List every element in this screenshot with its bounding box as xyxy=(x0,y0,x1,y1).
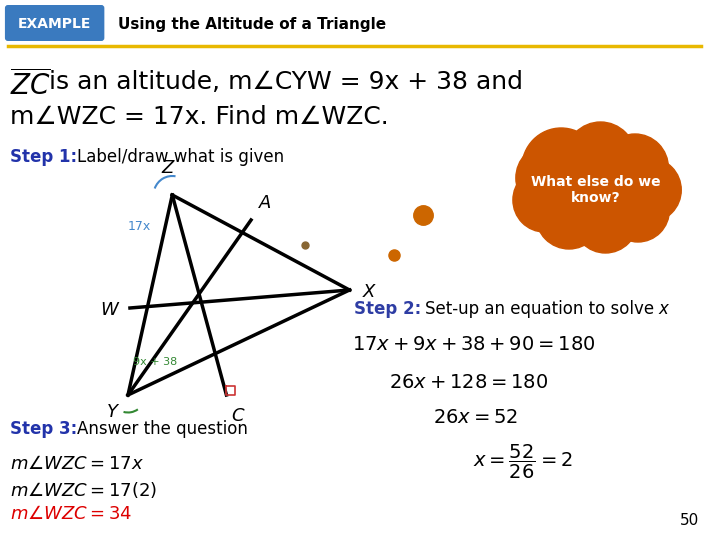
Circle shape xyxy=(516,144,582,212)
Text: $\overline{ZC}$: $\overline{ZC}$ xyxy=(10,70,51,102)
Text: $x$: $x$ xyxy=(657,300,670,318)
Text: W: W xyxy=(100,301,118,319)
Text: EXAMPLE: EXAMPLE xyxy=(17,17,91,31)
Text: Answer the question: Answer the question xyxy=(77,420,248,438)
Circle shape xyxy=(536,181,603,249)
Text: Step 2:: Step 2: xyxy=(354,300,422,318)
Text: A: A xyxy=(259,194,271,212)
Text: Step 3:: Step 3: xyxy=(10,420,77,438)
Text: C: C xyxy=(231,407,244,425)
Text: 50: 50 xyxy=(680,513,699,528)
Text: $x = \dfrac{52}{26} = 2$: $x = \dfrac{52}{26} = 2$ xyxy=(472,443,572,481)
Text: Z: Z xyxy=(161,159,174,177)
Text: 9x + 38: 9x + 38 xyxy=(133,357,177,367)
Circle shape xyxy=(601,134,668,202)
Text: $26x + 128 = 180$: $26x + 128 = 180$ xyxy=(389,373,548,392)
Circle shape xyxy=(522,128,600,208)
Circle shape xyxy=(513,168,576,232)
Text: is an altitude, m∠CYW = 9x + 38 and: is an altitude, m∠CYW = 9x + 38 and xyxy=(49,70,523,94)
Circle shape xyxy=(557,157,625,227)
Text: X: X xyxy=(364,283,376,301)
Text: What else do we
know?: What else do we know? xyxy=(531,175,660,205)
Text: Using the Altitude of a Triangle: Using the Altitude of a Triangle xyxy=(118,17,386,31)
Text: m∠WZC = 17x. Find m∠WZC.: m∠WZC = 17x. Find m∠WZC. xyxy=(10,105,389,129)
Circle shape xyxy=(565,122,636,194)
Text: $26x = 52$: $26x = 52$ xyxy=(433,408,518,427)
Text: $m\angle WZC = 34$: $m\angle WZC = 34$ xyxy=(10,505,132,523)
Text: $m\angle WZC = 17x$: $m\angle WZC = 17x$ xyxy=(10,455,144,473)
Text: Set-up an equation to solve: Set-up an equation to solve xyxy=(426,300,660,318)
Text: $m\angle WZC = 17(2)$: $m\angle WZC = 17(2)$ xyxy=(10,480,157,500)
FancyBboxPatch shape xyxy=(5,5,104,41)
Text: 17x: 17x xyxy=(128,220,151,233)
Circle shape xyxy=(606,178,670,242)
Circle shape xyxy=(573,187,638,253)
Text: $17x + 9x + 38 + 90 = 180$: $17x + 9x + 38 + 90 = 180$ xyxy=(353,335,596,354)
Circle shape xyxy=(618,158,681,222)
Text: Step 1:: Step 1: xyxy=(10,148,77,166)
Text: Y: Y xyxy=(107,403,118,421)
Text: Label/draw what is given: Label/draw what is given xyxy=(77,148,284,166)
